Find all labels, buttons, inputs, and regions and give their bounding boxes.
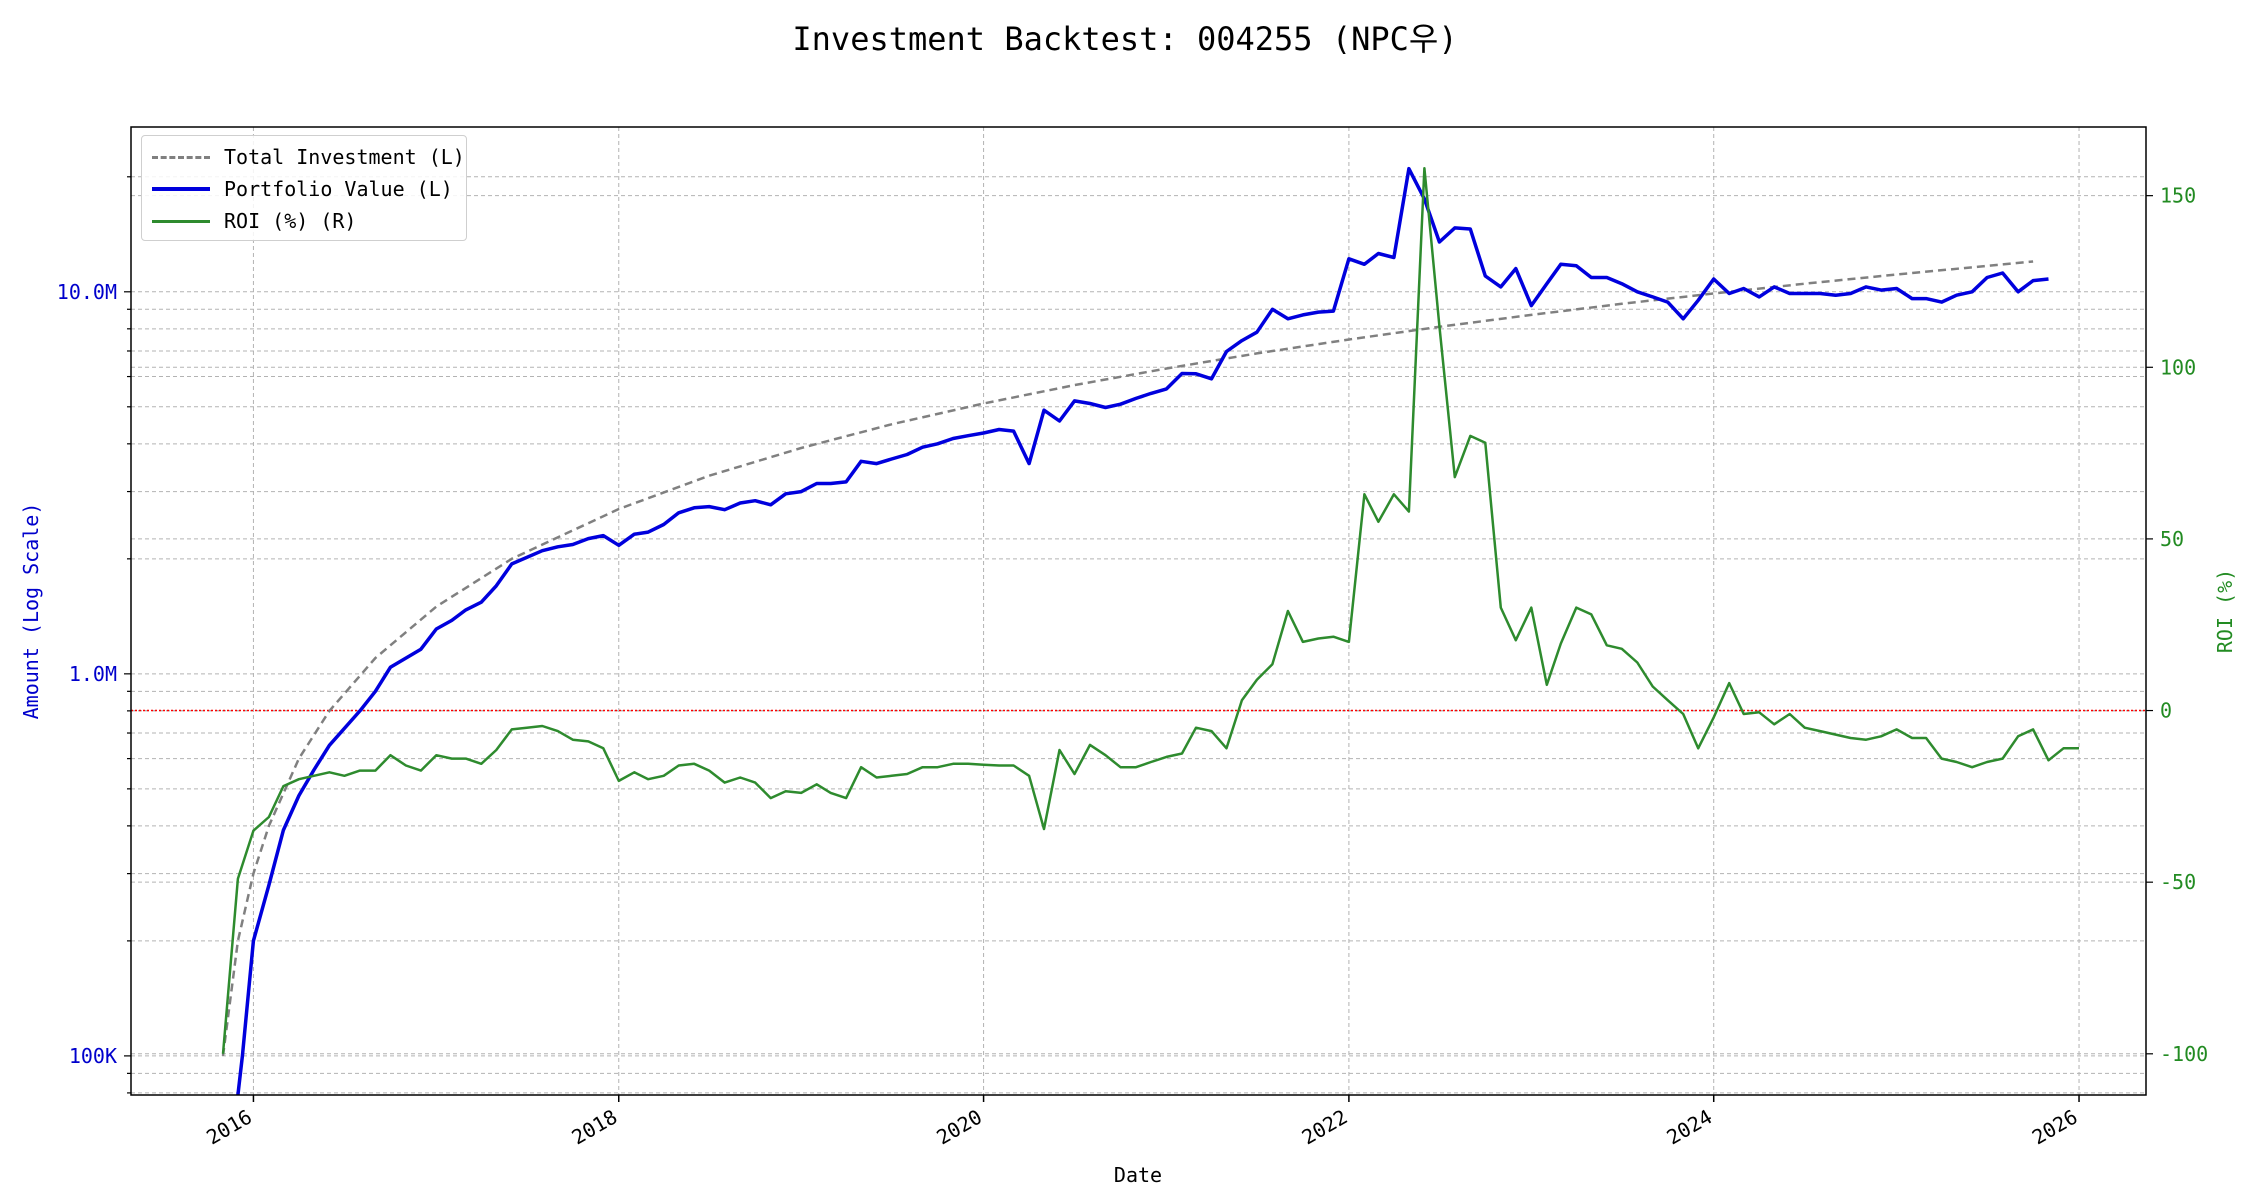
legend-item-total-investment: Total Investment (L) xyxy=(152,142,465,172)
legend-swatch-solid xyxy=(152,187,210,191)
roi-line xyxy=(221,166,2079,1054)
portfolio-value-line xyxy=(236,166,2049,1096)
right-axis-label: ROI (%) xyxy=(2213,569,2237,653)
x-tick-label: 2022 xyxy=(1298,1105,1352,1150)
series-group xyxy=(131,166,2146,1096)
left-tick-label: 100K xyxy=(69,1044,117,1068)
right-tick-label: -100 xyxy=(2160,1042,2208,1066)
right-tick-label: 100 xyxy=(2160,355,2196,379)
right-tick-label: 50 xyxy=(2160,527,2184,551)
x-tick-label: 2024 xyxy=(1662,1105,1716,1150)
x-axis-label: Date xyxy=(1114,1163,1162,1187)
x-tick-label: 2018 xyxy=(568,1105,622,1150)
legend: Total Investment (L) Portfolio Value (L)… xyxy=(141,135,467,241)
right-tick-label: 150 xyxy=(2160,184,2196,208)
legend-label: ROI (%) (R) xyxy=(224,209,357,233)
right-tick-label: 0 xyxy=(2160,699,2172,723)
x-tick-label: 2020 xyxy=(932,1105,986,1150)
left-tick-label: 10.0M xyxy=(57,280,117,304)
right-tick-label: -50 xyxy=(2160,870,2196,894)
legend-label: Total Investment (L) xyxy=(224,145,465,169)
grid xyxy=(131,127,2146,1095)
left-tick-label: 1.0M xyxy=(69,662,117,686)
legend-item-roi: ROI (%) (R) xyxy=(152,206,356,236)
legend-swatch-dashed xyxy=(152,155,210,159)
legend-item-portfolio-value: Portfolio Value (L) xyxy=(152,174,453,204)
chart-title: Investment Backtest: 004255 (NPC우) xyxy=(792,20,1458,58)
x-tick-label: 2016 xyxy=(202,1105,256,1150)
legend-swatch-solid xyxy=(152,219,210,223)
axes: 2016 2018 2020 2022 2024 2026 100K 1.0M 10.0M -10… xyxy=(57,176,2208,1150)
plot-frame xyxy=(130,126,2147,1096)
legend-label: Portfolio Value (L) xyxy=(224,177,453,201)
total-investment-line xyxy=(221,260,2034,1057)
x-tick-label: 2026 xyxy=(2028,1105,2082,1150)
left-axis-label: Amount (Log Scale) xyxy=(19,503,43,720)
